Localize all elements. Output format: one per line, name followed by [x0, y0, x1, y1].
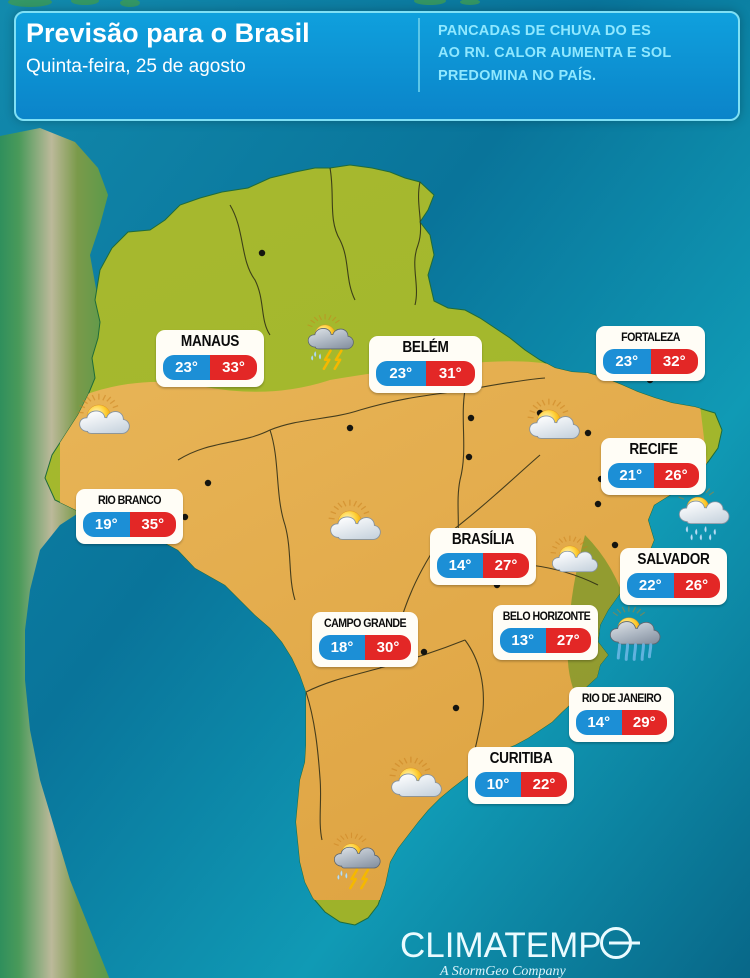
svg-text:CLIMATEMP: CLIMATEMP — [400, 926, 602, 965]
svg-text:A StormGeo Company: A StormGeo Company — [439, 964, 567, 978]
